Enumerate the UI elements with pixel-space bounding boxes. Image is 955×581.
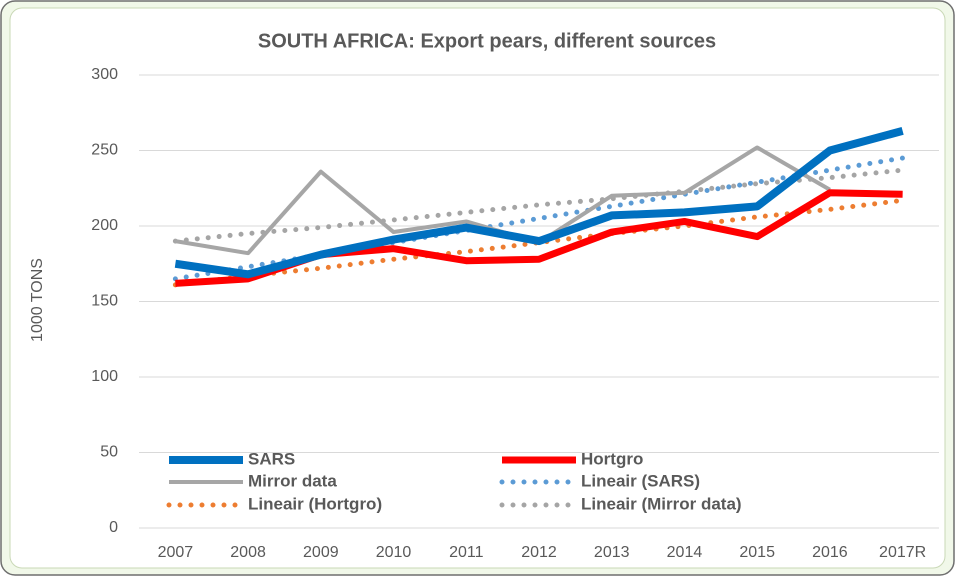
y-tick-label: 150 — [91, 293, 118, 310]
x-tick-label: 2010 — [376, 544, 412, 561]
legend-label: Lineair (SARS) — [581, 471, 700, 490]
series-line — [174, 127, 904, 279]
panel — [9, 7, 946, 569]
y-tick-label: 100 — [91, 368, 118, 385]
x-tick-label: 2007 — [158, 544, 194, 561]
x-tick-label: 2016 — [812, 544, 848, 561]
series-line — [172, 197, 906, 288]
y-axis-label: 1000 TONS — [29, 258, 46, 342]
legend-label: Lineair (Hortgro) — [248, 494, 382, 513]
y-tick-label: 300 — [91, 66, 118, 83]
y-tick-label: 200 — [91, 217, 118, 234]
legend-label: Mirror data — [248, 471, 337, 490]
legend-label: Hortgro — [581, 449, 643, 468]
y-tick-label: 50 — [100, 444, 118, 461]
x-tick-label: 2013 — [594, 544, 630, 561]
x-tick-label: 2009 — [303, 544, 339, 561]
y-tick-label: 250 — [91, 142, 118, 159]
chart-title: SOUTH AFRICA: Export pears, different so… — [258, 30, 716, 52]
x-tick-label: 2011 — [449, 544, 484, 561]
y-tick-label: 0 — [109, 519, 118, 536]
x-tick-label: 2012 — [521, 544, 557, 561]
x-tick-label: 2017R — [879, 544, 926, 561]
legend-label: SARS — [248, 449, 295, 468]
x-tick-label: 2008 — [230, 544, 266, 561]
series-line — [172, 167, 906, 244]
x-tick-label: 2014 — [667, 544, 703, 561]
x-tick-label: 2015 — [739, 544, 775, 561]
legend-label: Lineair (Mirror data) — [581, 494, 742, 513]
